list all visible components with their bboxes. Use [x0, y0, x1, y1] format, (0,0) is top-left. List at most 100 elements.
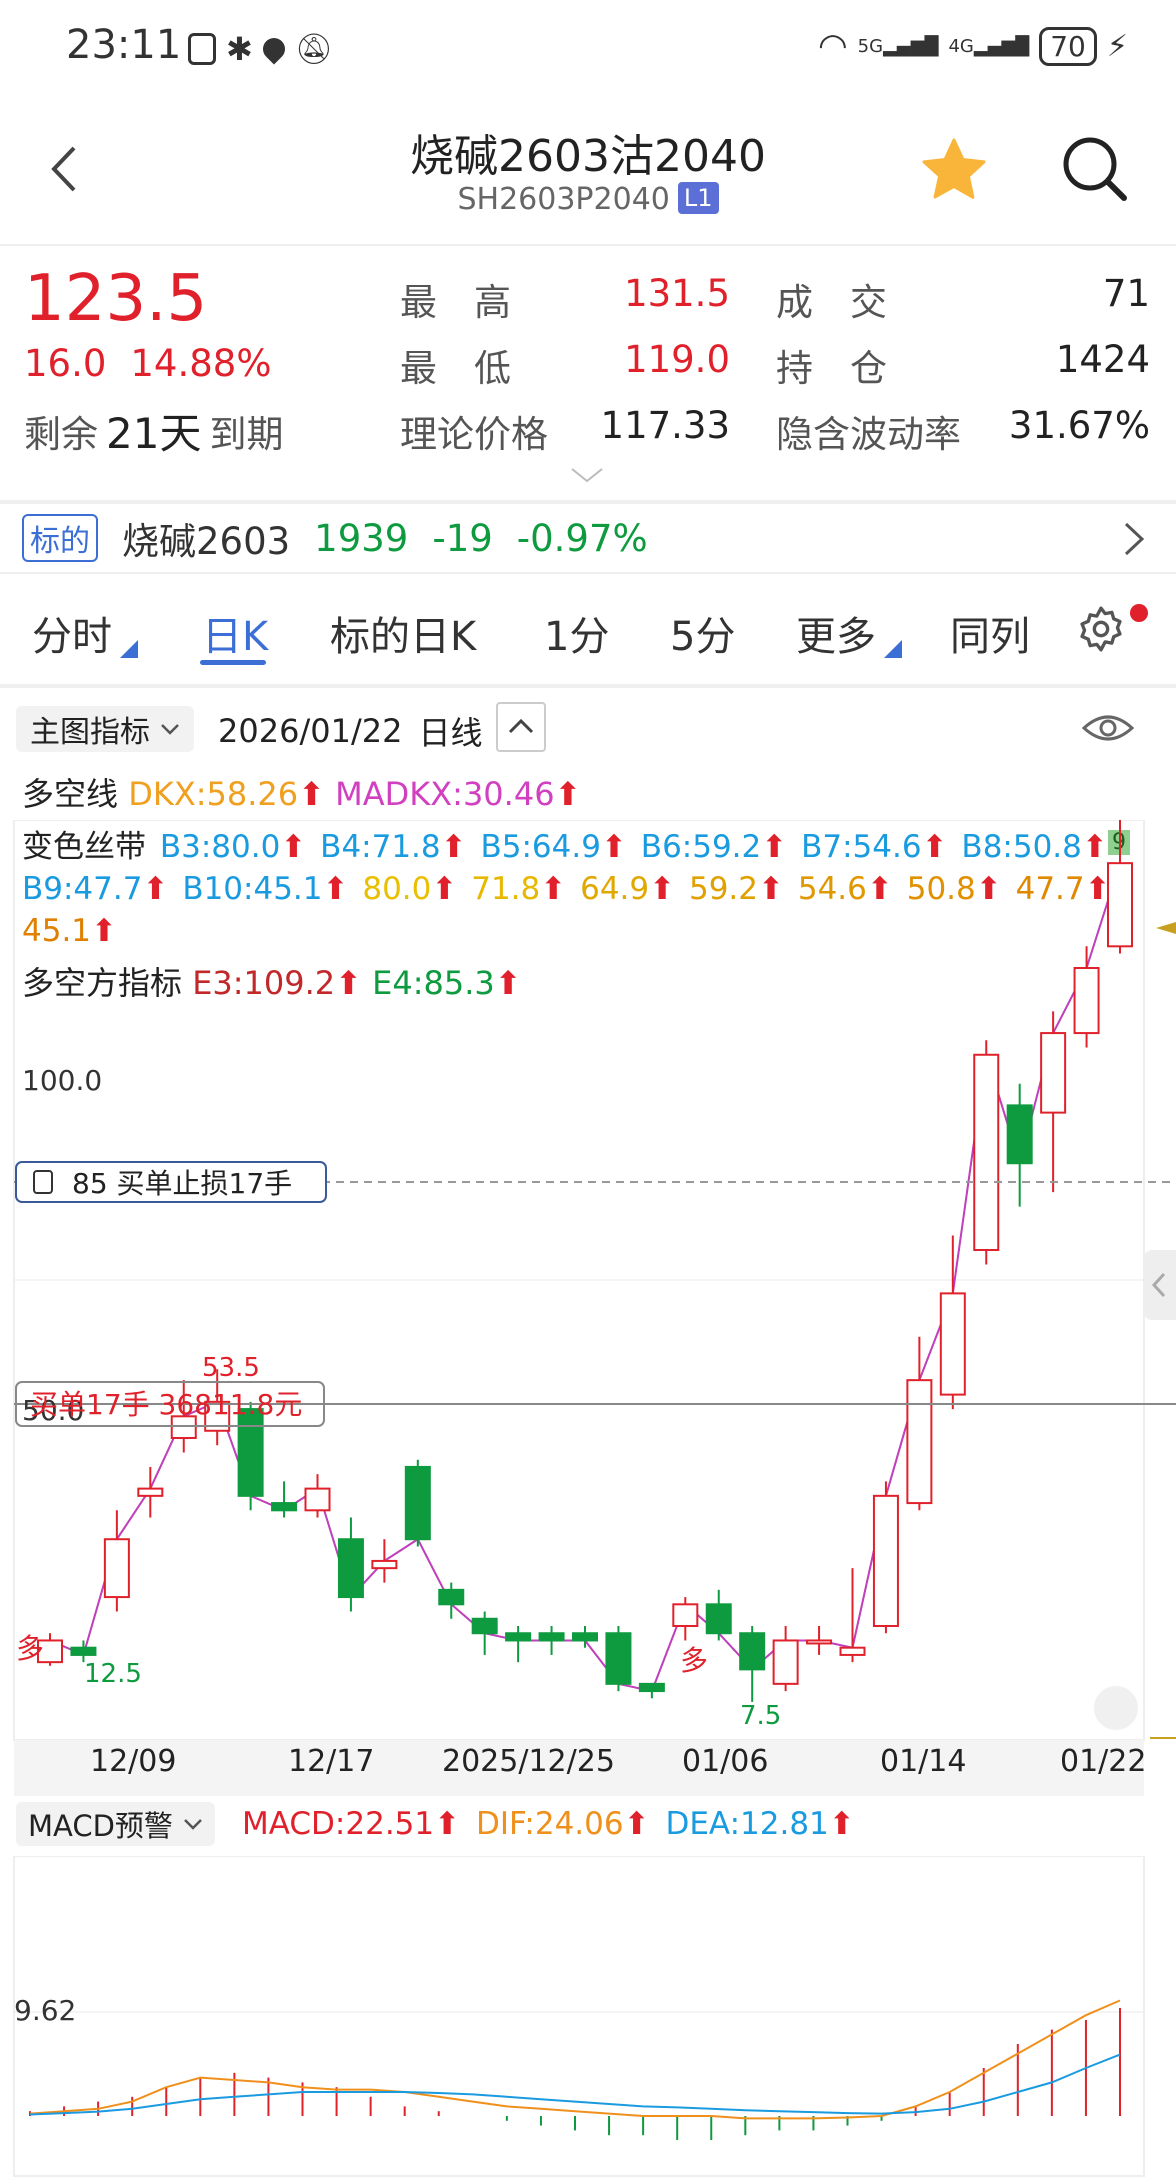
theory-value: 117.33 [600, 404, 730, 447]
chevron-down-icon [184, 1819, 202, 1830]
macd-select[interactable]: MACD预警 [16, 1802, 215, 1846]
divider [0, 684, 1176, 688]
volume-label: 成 交 [776, 281, 887, 324]
x-tick: 01/22 [1060, 1744, 1147, 1779]
band-line [49, 862, 1121, 1692]
candle-body [371, 1559, 398, 1570]
macd-legend: MACD:22.51⬆︎ DIF:24.06⬆︎ DEA:12.81⬆︎ [242, 1806, 855, 1842]
candle-body [605, 1632, 632, 1685]
chevron-left-icon [51, 146, 76, 192]
contract-code: SH2603P2040 L1 [0, 182, 1176, 217]
candle-body [638, 1682, 665, 1693]
dropdown-corner-icon [884, 640, 902, 658]
candle-body [1107, 862, 1133, 948]
expiry-info: 剩余 21天 到期 [24, 409, 284, 458]
ribbon-band [50, 863, 1120, 1692]
tab-1min[interactable]: 1分 [544, 614, 610, 660]
underlying-price: 1939 [314, 516, 409, 560]
tab-same-series[interactable]: 同列 [950, 614, 1030, 660]
stoploss-text: 85 买单止损17手 [72, 1167, 292, 1200]
iv-label: 隐含波动率 [776, 413, 961, 456]
tab-underlying-daily-k[interactable]: 标的日K [330, 614, 477, 660]
location-icon [258, 33, 290, 65]
collapse-button[interactable] [496, 702, 546, 752]
oi-value: 1424 [1055, 338, 1150, 381]
fullscreen-button [1094, 1686, 1138, 1730]
candle-body [1006, 1104, 1033, 1165]
underlying-row[interactable]: 标的 烧碱2603 1939 -19 -0.97% [22, 512, 1152, 564]
candle-body [237, 1408, 264, 1497]
x-tick: 01/14 [880, 1744, 967, 1779]
last-price: 123.5 [24, 262, 208, 336]
favorite-button[interactable] [918, 134, 990, 210]
chevron-up-icon [508, 718, 534, 734]
candle-body [906, 1379, 933, 1505]
high-mark: 53.5 [202, 1353, 260, 1383]
dkx-legend: 多空线 DKX:58.26⬆︎ MADKX:30.46⬆︎ [22, 775, 582, 813]
candle-body [271, 1502, 298, 1512]
macd-chart[interactable]: 9.62 [0, 1856, 1176, 2181]
stoploss-tag[interactable]: 85 买单止损17手 [15, 1161, 327, 1203]
underlying-pct: -0.97% [516, 516, 648, 560]
band-line [49, 862, 1121, 1692]
candle-body [137, 1487, 164, 1497]
candle-body [672, 1603, 699, 1627]
status-icons-right: ◠ 5G▂▄▆█ 4G▂▄▆█ 70 ⚡︎ [818, 26, 1128, 66]
duo-mark-2: 多 [680, 1644, 708, 1677]
chevron-left-icon [1151, 1272, 1166, 1298]
settings-button[interactable] [1076, 604, 1148, 658]
x-tick: 01/06 [682, 1744, 769, 1779]
status-icons-left: ✱ 🔕︎ [188, 30, 333, 68]
status-bar: 23:11 ✱ 🔕︎ ◠ 5G▂▄▆█ 4G▂▄▆█ 70 ⚡︎ [0, 0, 1176, 100]
shield-icon [33, 1170, 53, 1194]
band-line [49, 862, 1121, 1692]
candle-body [37, 1639, 63, 1664]
visibility-toggle[interactable] [1080, 708, 1136, 752]
clock: 23:11 [66, 22, 182, 68]
tab-5min[interactable]: 5分 [670, 614, 736, 660]
underlying-change: -19 [432, 516, 493, 560]
back-button[interactable] [44, 144, 84, 194]
kline-chart[interactable]: 100.0 50.0 85 买单止损17手 买单17手 36811.8元 53.… [0, 820, 1176, 1800]
chevron-down-icon [571, 468, 603, 483]
duo-mark-1: 多 [16, 1632, 44, 1665]
tab-timeshare[interactable]: 分时 [32, 614, 112, 660]
indicator-select[interactable]: 主图指标 [16, 706, 194, 752]
chevron-right-icon [1124, 522, 1145, 556]
level-badge: L1 [677, 182, 719, 214]
chevron-down-icon [161, 724, 179, 735]
underlying-tag: 标的 [22, 514, 98, 562]
notification-dot [1130, 604, 1148, 622]
x-tick: 2025/12/25 [442, 1744, 615, 1779]
candle-body [404, 1465, 431, 1541]
battery-icon: 70 [1039, 26, 1097, 66]
wifi-icon: ◠ [818, 26, 848, 66]
volume-value: 71 [1102, 272, 1150, 315]
candle-body [471, 1617, 498, 1635]
nfc-icon [188, 33, 216, 65]
candle-body [103, 1538, 130, 1599]
charging-icon: ⚡︎ [1106, 28, 1128, 64]
price-change: 16.0 14.88% [24, 342, 272, 385]
signal-4g-icon: 4G▂▄▆█ [948, 35, 1030, 57]
search-button[interactable] [1060, 134, 1130, 208]
tab-more[interactable]: 更多 [796, 614, 876, 660]
madkx-line [49, 862, 1121, 1693]
expand-chevron[interactable] [570, 466, 604, 488]
page-header: 烧碱2603沽2040 SH2603P2040 L1 [0, 100, 1176, 245]
y-label-100: 100.0 [22, 1064, 102, 1097]
band-legend: 变色丝带 B3:80.0⬆︎ B4:71.8⬆︎ B5:64.9⬆︎ B6:59… [22, 829, 1111, 949]
high-label: 最 高 [400, 281, 511, 324]
eye-icon [1081, 715, 1135, 741]
tab-daily-k[interactable]: 日K [202, 614, 269, 660]
band-line [49, 862, 1121, 1692]
high-value: 131.5 [624, 272, 730, 315]
search-icon [1063, 137, 1127, 201]
mute-bell-icon: 🔕︎ [294, 31, 333, 67]
position-tag[interactable]: 买单17手 36811.8元 [15, 1381, 325, 1427]
candle-body [505, 1632, 532, 1642]
quote-panel: 123.5 16.0 14.88% 剩余 21天 到期 最 高 131.5 最 低 1… [0, 246, 1176, 501]
side-panel-handle[interactable] [1144, 1250, 1176, 1320]
bluetooth-icon: ✱ [226, 30, 253, 68]
candle-body [337, 1538, 364, 1599]
